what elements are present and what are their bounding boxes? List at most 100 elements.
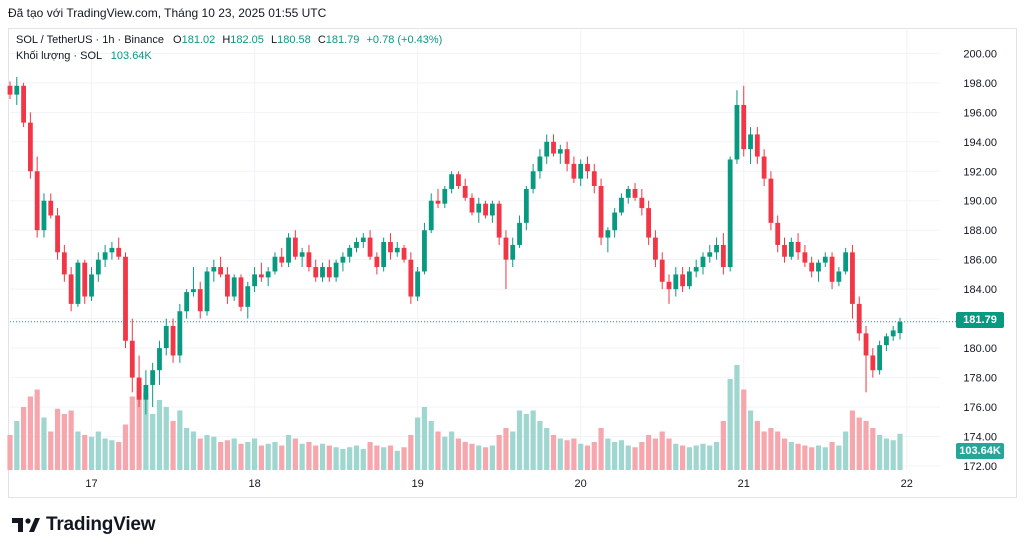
volume-bar xyxy=(863,421,869,470)
volume-bar xyxy=(761,431,767,470)
volume-bar xyxy=(849,410,856,470)
y-tick-label: 192.00 xyxy=(963,166,997,178)
candle-body xyxy=(829,256,835,282)
volume-bar xyxy=(605,438,611,470)
candle-body xyxy=(68,274,74,304)
candle-body xyxy=(394,247,400,253)
volume-bar xyxy=(190,431,197,470)
volume-bar xyxy=(319,443,326,470)
candle-body xyxy=(150,370,156,385)
volume-bar xyxy=(768,428,774,470)
candle-body xyxy=(843,252,849,272)
candle-body xyxy=(816,262,821,272)
candle-body xyxy=(157,348,162,371)
volume-bar xyxy=(258,445,264,470)
volume-bar xyxy=(401,447,407,470)
volume-bar xyxy=(109,440,115,470)
candle-body xyxy=(326,267,332,278)
volume-bar xyxy=(883,438,890,470)
candle-body xyxy=(489,203,495,216)
candle-body xyxy=(809,262,815,272)
legend-low: 180.58 xyxy=(277,34,311,46)
volume-bar xyxy=(313,445,319,470)
candle-body xyxy=(822,256,828,263)
candle-body xyxy=(340,256,346,263)
volume-bar xyxy=(27,396,33,470)
volume-bar xyxy=(347,447,353,470)
volume-bar xyxy=(815,445,822,470)
volume-bar xyxy=(387,445,394,470)
volume-bar xyxy=(489,445,495,470)
candle-body xyxy=(836,271,842,282)
volume-bar xyxy=(163,407,169,470)
legend-high: 182.05 xyxy=(230,34,264,46)
y-tick-label: 198.00 xyxy=(963,78,997,90)
volume-bar xyxy=(374,445,380,470)
candle-body xyxy=(354,242,359,248)
candle-body xyxy=(245,286,251,307)
candle-body xyxy=(34,171,40,231)
volume-bar xyxy=(7,435,13,470)
volume-bar xyxy=(747,410,754,470)
volume-bar xyxy=(54,408,61,470)
volume-bar xyxy=(897,433,903,470)
volume-bar xyxy=(720,421,726,470)
volume-bar xyxy=(795,443,801,470)
volume-bar xyxy=(61,414,67,470)
volume-bar xyxy=(707,445,713,470)
candle-body xyxy=(585,163,590,172)
volume-bar xyxy=(116,442,122,470)
volume-bar xyxy=(435,431,441,470)
volume-bar xyxy=(693,445,699,470)
candle-body xyxy=(381,242,387,268)
x-tick-label: 19 xyxy=(412,478,424,490)
candle-body xyxy=(856,303,862,334)
candle-body xyxy=(782,244,787,257)
volume-bar xyxy=(496,435,502,470)
volume-bar xyxy=(836,445,842,470)
volume-bar xyxy=(598,428,604,470)
candle-body xyxy=(225,274,230,297)
legend-symbol: SOL / TetherUS · 1h · Binance xyxy=(16,34,164,46)
volume-bar xyxy=(578,443,584,470)
candle-body xyxy=(48,200,54,216)
candle-body xyxy=(286,237,291,263)
legend-high-label: H xyxy=(222,34,231,46)
candle-body xyxy=(870,355,876,371)
volume-bar xyxy=(88,436,95,470)
candle-body xyxy=(727,159,733,268)
volume-bar xyxy=(156,400,163,470)
candle-body xyxy=(55,215,60,253)
candle-body xyxy=(313,267,319,278)
candle-body xyxy=(537,156,543,172)
volume-bar xyxy=(856,417,862,470)
volume-bar xyxy=(544,428,550,470)
volume-bar xyxy=(639,442,645,470)
candle-body xyxy=(61,252,67,275)
volume-bar xyxy=(353,445,360,470)
candle-body xyxy=(693,267,699,272)
volume-bar xyxy=(843,431,849,470)
candle-body xyxy=(530,171,536,189)
y-tick-label: 174.00 xyxy=(963,432,997,444)
volume-bar xyxy=(571,438,577,470)
volume-bar xyxy=(775,431,781,470)
volume-bar xyxy=(666,438,672,470)
x-tick-label: 22 xyxy=(901,478,913,490)
x-tick-label: 20 xyxy=(575,478,587,490)
candle-body xyxy=(211,267,217,272)
candle-body xyxy=(619,197,624,213)
candle-body xyxy=(197,289,203,312)
chart-frame xyxy=(8,28,1017,498)
volume-bar xyxy=(591,442,597,470)
candle-body xyxy=(720,244,726,268)
volume-bar xyxy=(279,445,285,470)
candle-body xyxy=(41,200,47,231)
volume-bar xyxy=(537,421,543,470)
volume-bar xyxy=(218,442,224,470)
volume-bar xyxy=(102,438,108,470)
volume-bar xyxy=(211,436,217,470)
volume-bar xyxy=(612,442,618,470)
volume-bar xyxy=(455,438,461,470)
